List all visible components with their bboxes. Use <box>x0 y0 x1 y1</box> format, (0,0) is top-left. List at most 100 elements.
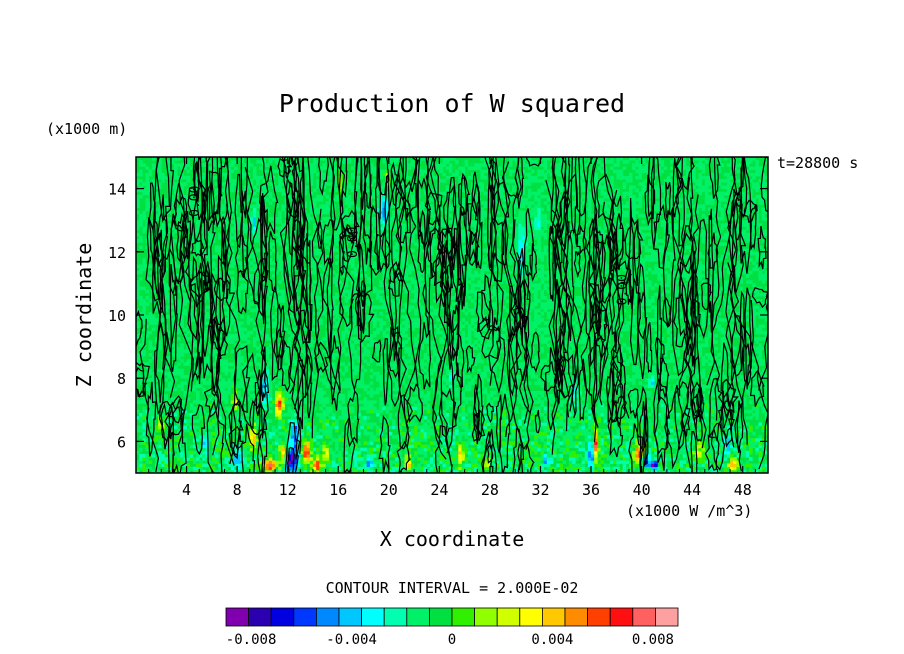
heatmap-cell <box>243 447 247 452</box>
heatmap-cell <box>139 296 143 300</box>
heatmap-cell <box>319 378 323 382</box>
heatmap-cell <box>151 381 156 385</box>
heatmap-cell <box>278 264 282 268</box>
heatmap-cell <box>233 232 238 237</box>
heatmap-cell <box>410 254 415 259</box>
heatmap-cell <box>240 333 244 338</box>
heatmap-cell <box>256 239 260 243</box>
heatmap-cell <box>354 466 358 471</box>
heatmap-cell <box>275 469 279 473</box>
heatmap-cell <box>139 460 143 464</box>
heatmap-cell <box>202 463 206 468</box>
heatmap-cell <box>319 251 323 256</box>
heatmap-cell <box>180 371 184 376</box>
heatmap-cell <box>265 311 270 316</box>
heatmap-cell <box>363 397 368 401</box>
heatmap-cell <box>256 283 260 287</box>
heatmap-cell <box>290 179 295 183</box>
heatmap-cell <box>183 469 187 473</box>
heatmap-cell <box>414 397 418 401</box>
heatmap-cell <box>379 198 383 202</box>
heatmap-cell <box>294 280 298 284</box>
heatmap-cell <box>243 296 247 300</box>
heatmap-cell <box>407 308 412 313</box>
heatmap-cell <box>395 160 399 164</box>
heatmap-cell <box>360 463 364 468</box>
heatmap-cell <box>243 378 247 382</box>
heatmap-cell <box>243 223 247 227</box>
heatmap-cell <box>287 454 292 458</box>
heatmap-cell <box>151 394 156 398</box>
heatmap-cell <box>417 450 421 455</box>
heatmap-cell <box>388 254 393 259</box>
heatmap-cell <box>173 175 178 180</box>
heatmap-cell <box>309 387 314 392</box>
heatmap-cell <box>395 381 399 385</box>
heatmap-cell <box>281 454 285 458</box>
heatmap-cell <box>240 428 244 433</box>
heatmap-cell <box>142 210 146 215</box>
heatmap-cell <box>145 460 150 464</box>
heatmap-cell <box>215 305 219 310</box>
heatmap-cell <box>328 163 333 167</box>
heatmap-cell <box>158 172 162 177</box>
heatmap-cell <box>230 463 235 468</box>
heatmap-cell <box>338 450 342 455</box>
heatmap-cell <box>328 435 333 439</box>
heatmap-cell <box>391 365 396 370</box>
heatmap-cell <box>388 299 393 303</box>
heatmap-cell <box>379 381 383 385</box>
heatmap-cell <box>325 428 330 433</box>
heatmap-cell <box>281 463 285 468</box>
heatmap-cell <box>369 163 374 167</box>
heatmap-cell <box>344 289 349 294</box>
heatmap-cell <box>414 289 418 294</box>
heatmap-cell <box>319 340 323 344</box>
heatmap-cell <box>331 460 336 464</box>
heatmap-cell <box>350 457 355 461</box>
heatmap-cell <box>268 349 273 354</box>
heatmap-cell <box>202 362 206 366</box>
heatmap-cell <box>173 438 178 442</box>
heatmap-cell <box>275 403 279 408</box>
heatmap-cell <box>360 229 364 234</box>
heatmap-cell <box>306 277 311 281</box>
heatmap-cell <box>205 359 210 363</box>
heatmap-cell <box>142 305 146 310</box>
heatmap-cell <box>373 188 377 193</box>
heatmap-cell <box>224 258 229 262</box>
heatmap-cell <box>306 217 311 221</box>
heatmap-cell <box>398 425 402 430</box>
heatmap-cell <box>303 450 308 455</box>
heatmap-cell <box>309 258 314 262</box>
heatmap-cell <box>142 352 146 357</box>
heatmap-cell <box>414 324 418 329</box>
heatmap-cell <box>170 406 175 411</box>
heatmap-cell <box>379 226 383 231</box>
heatmap-cell <box>154 425 159 430</box>
heatmap-cell <box>252 371 257 376</box>
heatmap-cell <box>423 416 428 420</box>
heatmap-cell <box>385 248 390 253</box>
heatmap-cell <box>328 166 333 171</box>
heatmap-cell <box>199 201 203 205</box>
heatmap-cell <box>186 466 191 471</box>
heatmap-cell <box>278 390 282 395</box>
heatmap-cell <box>312 425 317 430</box>
heatmap-cell <box>256 409 260 414</box>
heatmap-cell <box>268 403 273 408</box>
heatmap-cell <box>284 400 289 404</box>
heatmap-cell <box>420 267 424 272</box>
heatmap-cell <box>385 172 390 177</box>
heatmap-cell <box>186 412 191 417</box>
heatmap-cell <box>312 466 317 471</box>
heatmap-cell <box>170 381 175 385</box>
heatmap-cell <box>256 229 260 234</box>
heatmap-cell <box>401 327 405 332</box>
heatmap-cell <box>344 381 349 385</box>
heatmap-cell <box>335 469 339 473</box>
heatmap-cell <box>139 441 143 445</box>
heatmap-cell <box>407 270 412 275</box>
heatmap-cell <box>196 213 200 218</box>
heatmap-cell <box>227 378 232 382</box>
